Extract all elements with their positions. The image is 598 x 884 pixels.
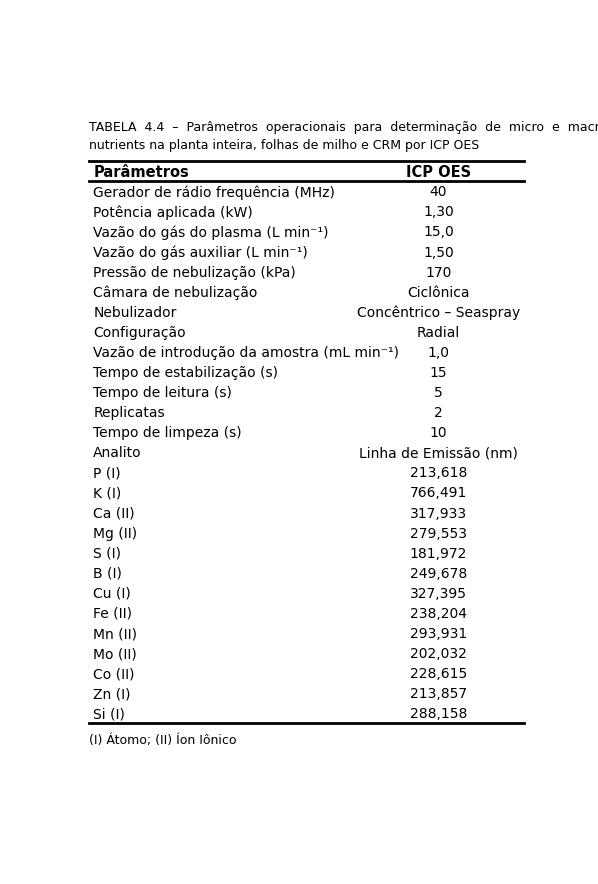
Text: Potência aplicada (kW): Potência aplicada (kW) [93,205,253,219]
Text: Gerador de rádio frequência (MHz): Gerador de rádio frequência (MHz) [93,185,335,200]
Text: 317,933: 317,933 [410,507,467,521]
Text: Cu (I): Cu (I) [93,587,131,601]
Text: P (I): P (I) [93,467,121,480]
Text: Vazão do gás do plasma (L min⁻¹): Vazão do gás do plasma (L min⁻¹) [93,225,329,240]
Text: 40: 40 [430,186,447,199]
Text: TABELA  4.4  –  Parâmetros  operacionais  para  determinação  de  micro  e  macr: TABELA 4.4 – Parâmetros operacionais par… [89,121,598,134]
Text: Analito: Analito [93,446,142,461]
Text: 327,395: 327,395 [410,587,467,601]
Text: 279,553: 279,553 [410,527,467,541]
Text: 249,678: 249,678 [410,567,467,581]
Text: 1,50: 1,50 [423,246,454,260]
Text: nutrients na planta inteira, folhas de milho e CRM por ICP OES: nutrients na planta inteira, folhas de m… [89,139,479,152]
Text: Pressão de nebulização (kPa): Pressão de nebulização (kPa) [93,265,296,279]
Text: 238,204: 238,204 [410,607,467,621]
Text: Mo (II): Mo (II) [93,647,137,661]
Text: Parâmetros: Parâmetros [93,164,189,179]
Text: Vazão do gás auxiliar (L min⁻¹): Vazão do gás auxiliar (L min⁻¹) [93,245,308,260]
Text: Linha de Emissão (nm): Linha de Emissão (nm) [359,446,518,461]
Text: 181,972: 181,972 [410,546,467,560]
Text: Fe (II): Fe (II) [93,607,132,621]
Text: Ciclônica: Ciclônica [407,286,470,300]
Text: K (I): K (I) [93,486,121,500]
Text: Configuração: Configuração [93,326,186,339]
Text: Replicatas: Replicatas [93,406,165,420]
Text: Vazão de introdução da amostra (mL min⁻¹): Vazão de introdução da amostra (mL min⁻¹… [93,346,399,360]
Text: Radial: Radial [417,326,460,339]
Text: (I) Átomo; (II) Íon Iônico: (I) Átomo; (II) Íon Iônico [89,734,236,747]
Text: 170: 170 [425,265,451,279]
Text: ICP OES: ICP OES [406,164,471,179]
Text: B (I): B (I) [93,567,122,581]
Text: 202,032: 202,032 [410,647,467,661]
Text: Concêntrico – Seaspray: Concêntrico – Seaspray [357,306,520,320]
Text: 15: 15 [430,366,447,380]
Text: 1,0: 1,0 [428,346,450,360]
Text: Mn (II): Mn (II) [93,627,138,641]
Text: Co (II): Co (II) [93,667,135,682]
Text: 293,931: 293,931 [410,627,467,641]
Text: Tempo de leitura (s): Tempo de leitura (s) [93,386,232,400]
Text: 1,30: 1,30 [423,205,454,219]
Text: 288,158: 288,158 [410,707,467,721]
Text: 10: 10 [430,426,447,440]
Text: 228,615: 228,615 [410,667,467,682]
Text: Tempo de estabilização (s): Tempo de estabilização (s) [93,366,278,380]
Text: Ca (II): Ca (II) [93,507,135,521]
Text: Mg (II): Mg (II) [93,527,138,541]
Text: 15,0: 15,0 [423,225,454,240]
Text: Nebulizador: Nebulizador [93,306,176,320]
Text: Tempo de limpeza (s): Tempo de limpeza (s) [93,426,242,440]
Text: 213,618: 213,618 [410,467,467,480]
Text: 213,857: 213,857 [410,687,467,701]
Text: Câmara de nebulização: Câmara de nebulização [93,286,258,300]
Text: Zn (I): Zn (I) [93,687,131,701]
Text: Si (I): Si (I) [93,707,125,721]
Text: 2: 2 [434,406,443,420]
Text: 5: 5 [434,386,443,400]
Text: 766,491: 766,491 [410,486,467,500]
Text: S (I): S (I) [93,546,121,560]
